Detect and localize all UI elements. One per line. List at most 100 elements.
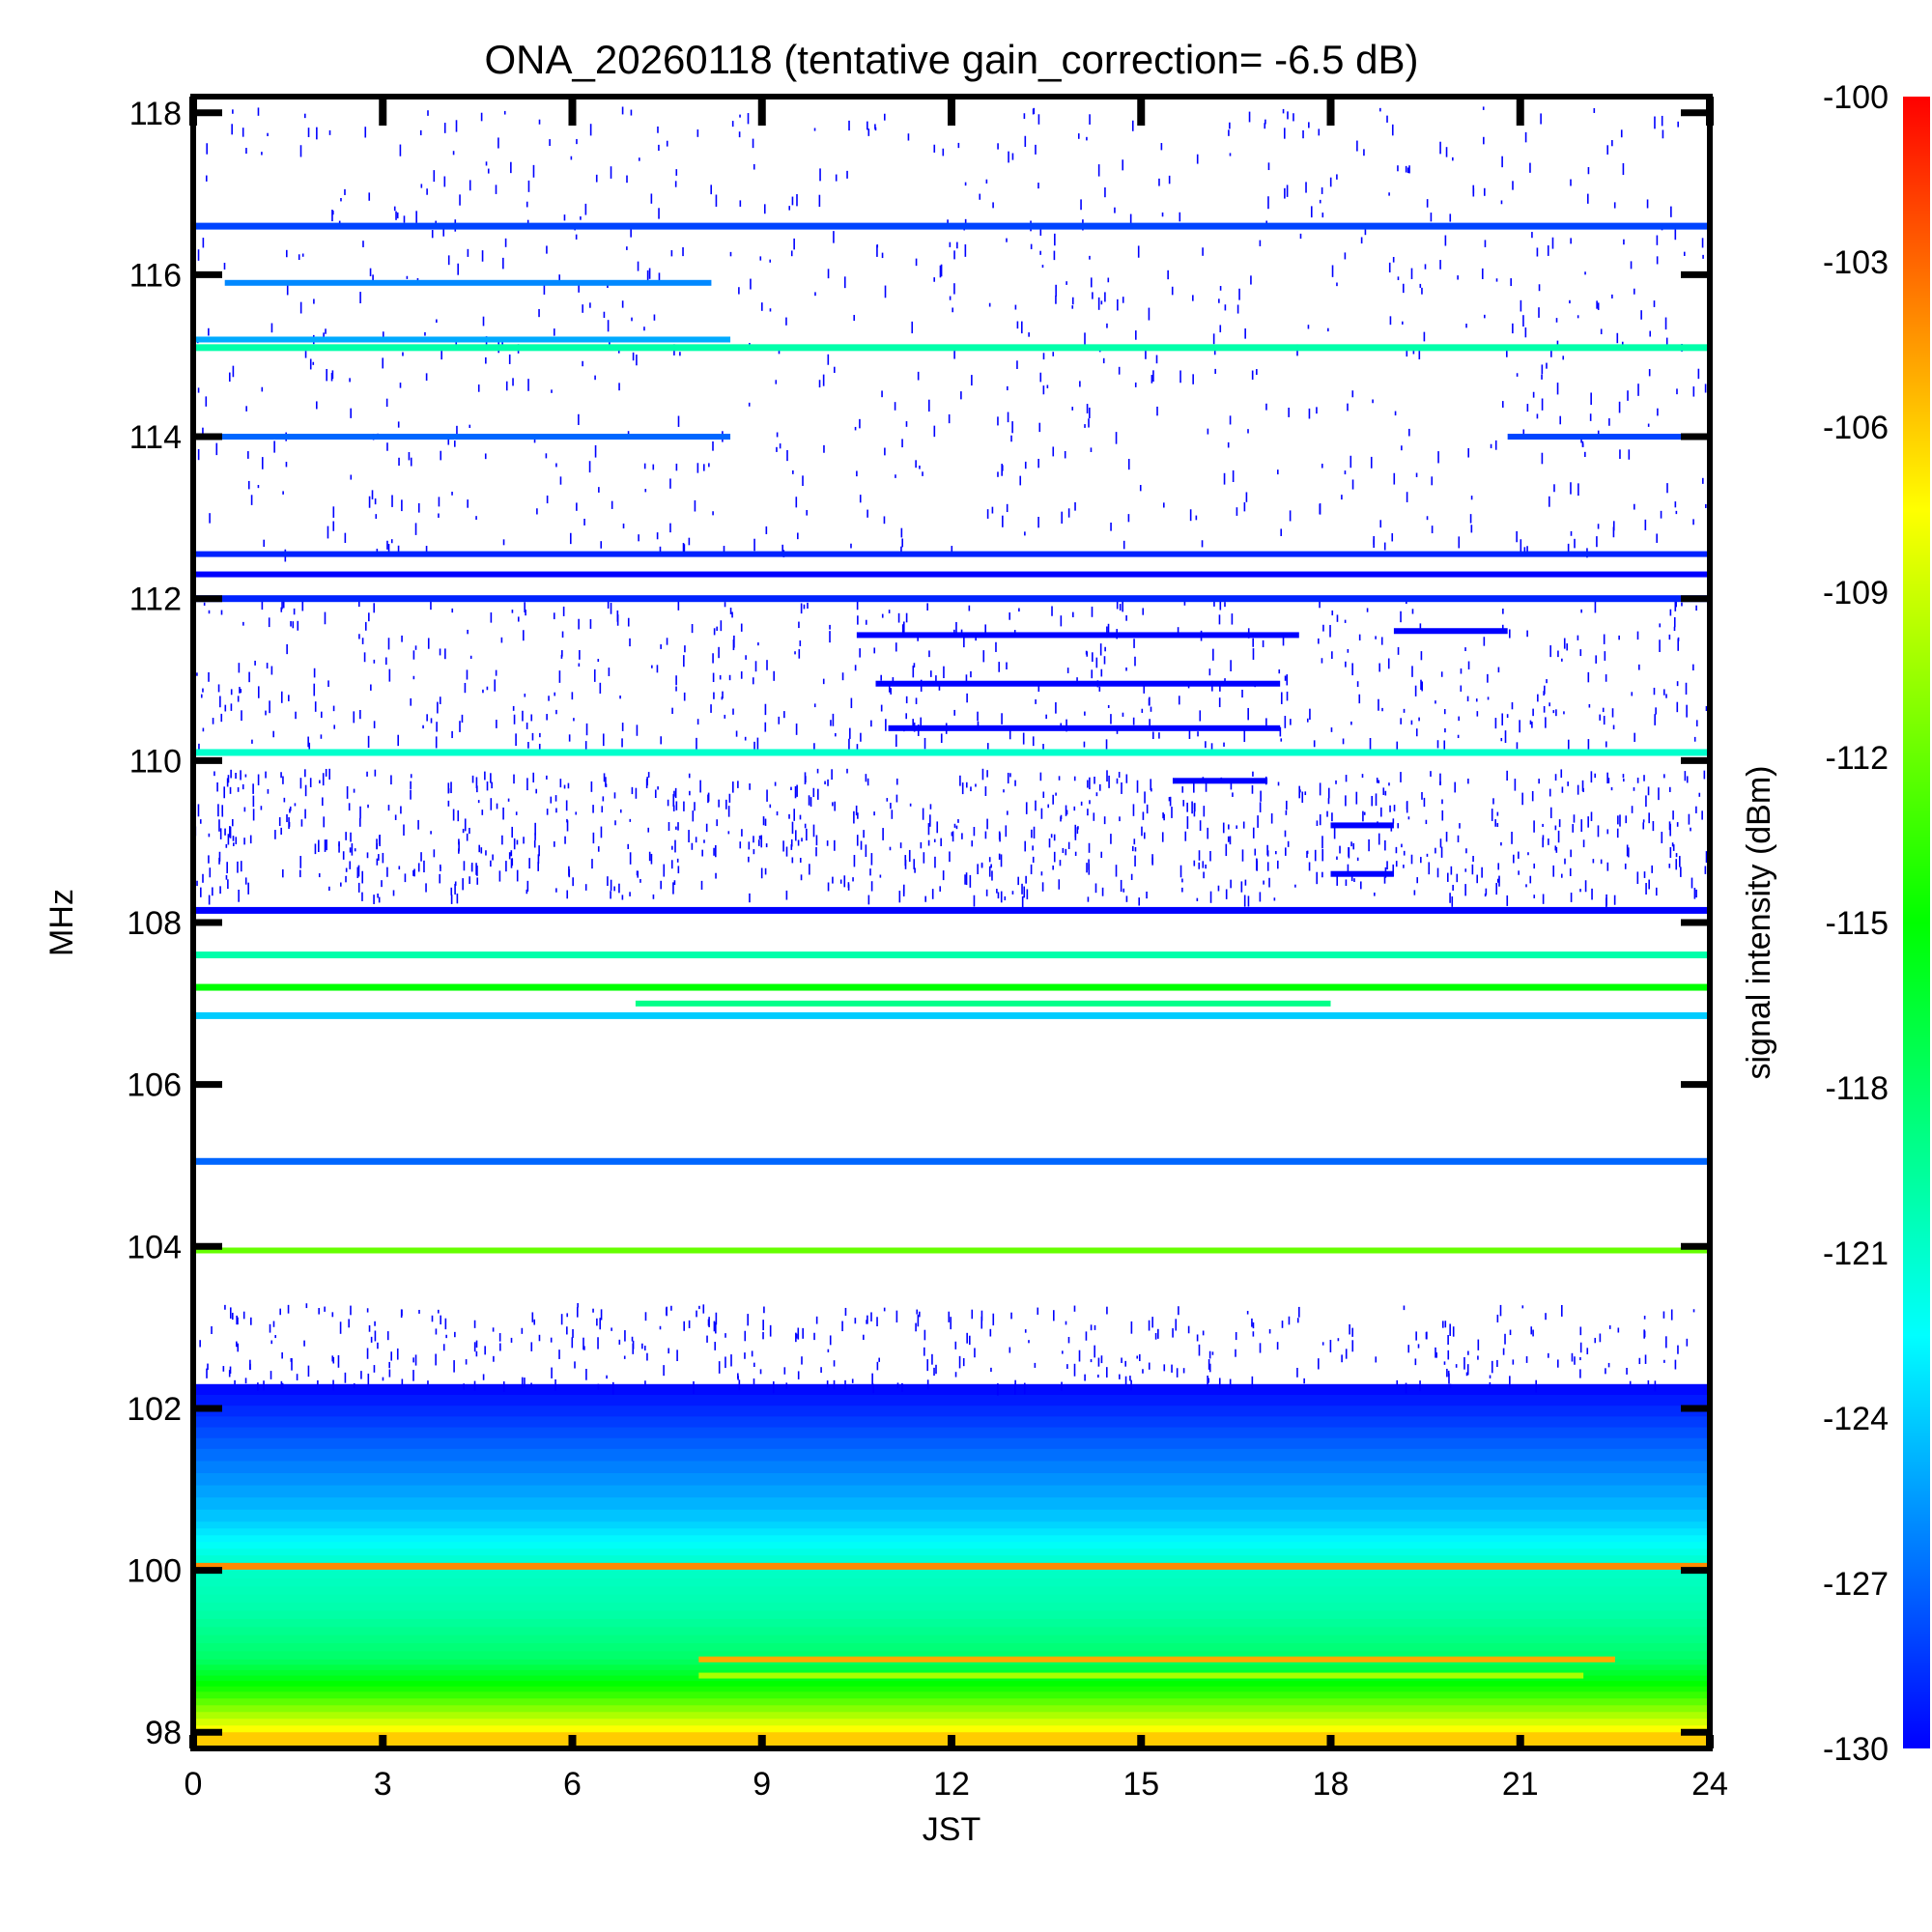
noise-speck — [1547, 245, 1549, 256]
noise-speck — [1055, 792, 1057, 796]
noise-speck — [890, 803, 892, 810]
noise-speck — [1584, 271, 1586, 275]
noise-speck — [1066, 1364, 1068, 1370]
noise-speck — [1316, 820, 1319, 827]
noise-speck — [1032, 108, 1035, 115]
noise-speck — [769, 259, 772, 263]
noise-speck — [1380, 637, 1383, 645]
noise-speck — [943, 666, 945, 679]
noise-speck — [1149, 719, 1151, 726]
noise-speck — [303, 113, 306, 119]
noise-speck — [1125, 667, 1127, 671]
noise-speck — [1079, 381, 1081, 387]
noise-speck — [1549, 807, 1552, 818]
noise-speck — [476, 866, 478, 876]
noise-floor-band — [193, 1686, 1710, 1692]
noise-speck — [1178, 1306, 1179, 1316]
noise-speck — [1321, 658, 1323, 664]
noise-speck — [394, 814, 397, 820]
noise-speck — [1481, 268, 1484, 279]
noise-speck — [631, 317, 633, 322]
noise-speck — [331, 1312, 334, 1318]
noise-speck — [1066, 668, 1069, 673]
noise-speck — [980, 864, 983, 867]
noise-speck — [560, 1314, 563, 1325]
noise-speck — [236, 1315, 238, 1325]
noise-speck — [1403, 708, 1406, 713]
noise-speck — [791, 857, 794, 864]
noise-speck — [364, 621, 367, 631]
noise-speck — [920, 717, 923, 726]
noise-speck — [1466, 696, 1469, 702]
noise-speck — [424, 331, 426, 336]
noise-speck — [427, 110, 429, 116]
noise-speck — [492, 854, 494, 861]
noise-speck — [984, 786, 987, 796]
noise-speck — [216, 781, 218, 792]
noise-speck — [718, 646, 720, 659]
noise-speck — [1026, 889, 1029, 899]
noise-speck — [1426, 853, 1429, 857]
noise-speck — [1439, 260, 1441, 270]
noise-speck — [1477, 1355, 1479, 1360]
noise-speck — [1702, 254, 1704, 259]
noise-speck — [1532, 391, 1535, 398]
noise-speck — [1633, 288, 1635, 295]
noise-speck — [1445, 147, 1448, 157]
noise-speck — [240, 689, 242, 694]
noise-speck — [1603, 634, 1605, 644]
noise-speck — [430, 599, 432, 611]
signal-band-partial — [1172, 778, 1268, 784]
noise-floor-band — [193, 1461, 1710, 1474]
noise-speck — [1469, 514, 1472, 524]
noise-speck — [1336, 875, 1339, 886]
noise-speck — [1331, 812, 1333, 822]
noise-speck — [928, 650, 930, 658]
noise-speck — [1560, 769, 1563, 779]
noise-speck — [440, 1315, 441, 1325]
noise-speck — [1415, 728, 1418, 737]
noise-speck — [485, 161, 488, 166]
noise-speck — [822, 374, 825, 386]
noise-speck — [1143, 832, 1146, 839]
noise-speck — [1039, 250, 1041, 255]
noise-speck — [1322, 624, 1324, 632]
noise-speck — [934, 856, 936, 868]
noise-speck — [907, 133, 910, 141]
noise-speck — [206, 1368, 208, 1378]
y-axis-label: MHz — [43, 889, 80, 956]
noise-speck — [1617, 1327, 1620, 1333]
noise-speck — [856, 470, 858, 477]
noise-speck — [1612, 526, 1615, 538]
noise-speck — [485, 850, 487, 856]
noise-speck — [553, 328, 555, 336]
noise-speck — [1000, 854, 1003, 867]
noise-speck — [1193, 810, 1196, 817]
noise-speck — [1676, 701, 1679, 713]
noise-speck — [1106, 770, 1108, 782]
noise-speck — [596, 1318, 598, 1326]
noise-speck — [1595, 655, 1597, 664]
noise-speck — [856, 600, 859, 611]
noise-speck — [522, 710, 524, 722]
noise-speck — [744, 1330, 747, 1342]
noise-speck — [1459, 823, 1461, 829]
noise-speck — [208, 327, 210, 336]
noise-speck — [1552, 865, 1555, 877]
noise-speck — [285, 249, 288, 258]
y-tick-label: 110 — [129, 743, 182, 780]
noise-speck — [454, 1331, 456, 1338]
noise-speck — [1560, 873, 1563, 878]
noise-speck — [1421, 681, 1423, 692]
noise-speck — [1110, 714, 1112, 724]
noise-speck — [651, 665, 653, 668]
noise-speck — [527, 742, 529, 749]
noise-speck — [326, 368, 328, 382]
noise-speck — [956, 242, 958, 249]
noise-speck — [1419, 283, 1422, 288]
noise-speck — [349, 861, 352, 869]
noise-speck — [1683, 251, 1686, 256]
noise-speck — [427, 638, 430, 649]
noise-speck — [1023, 886, 1026, 898]
noise-speck — [1681, 602, 1683, 607]
